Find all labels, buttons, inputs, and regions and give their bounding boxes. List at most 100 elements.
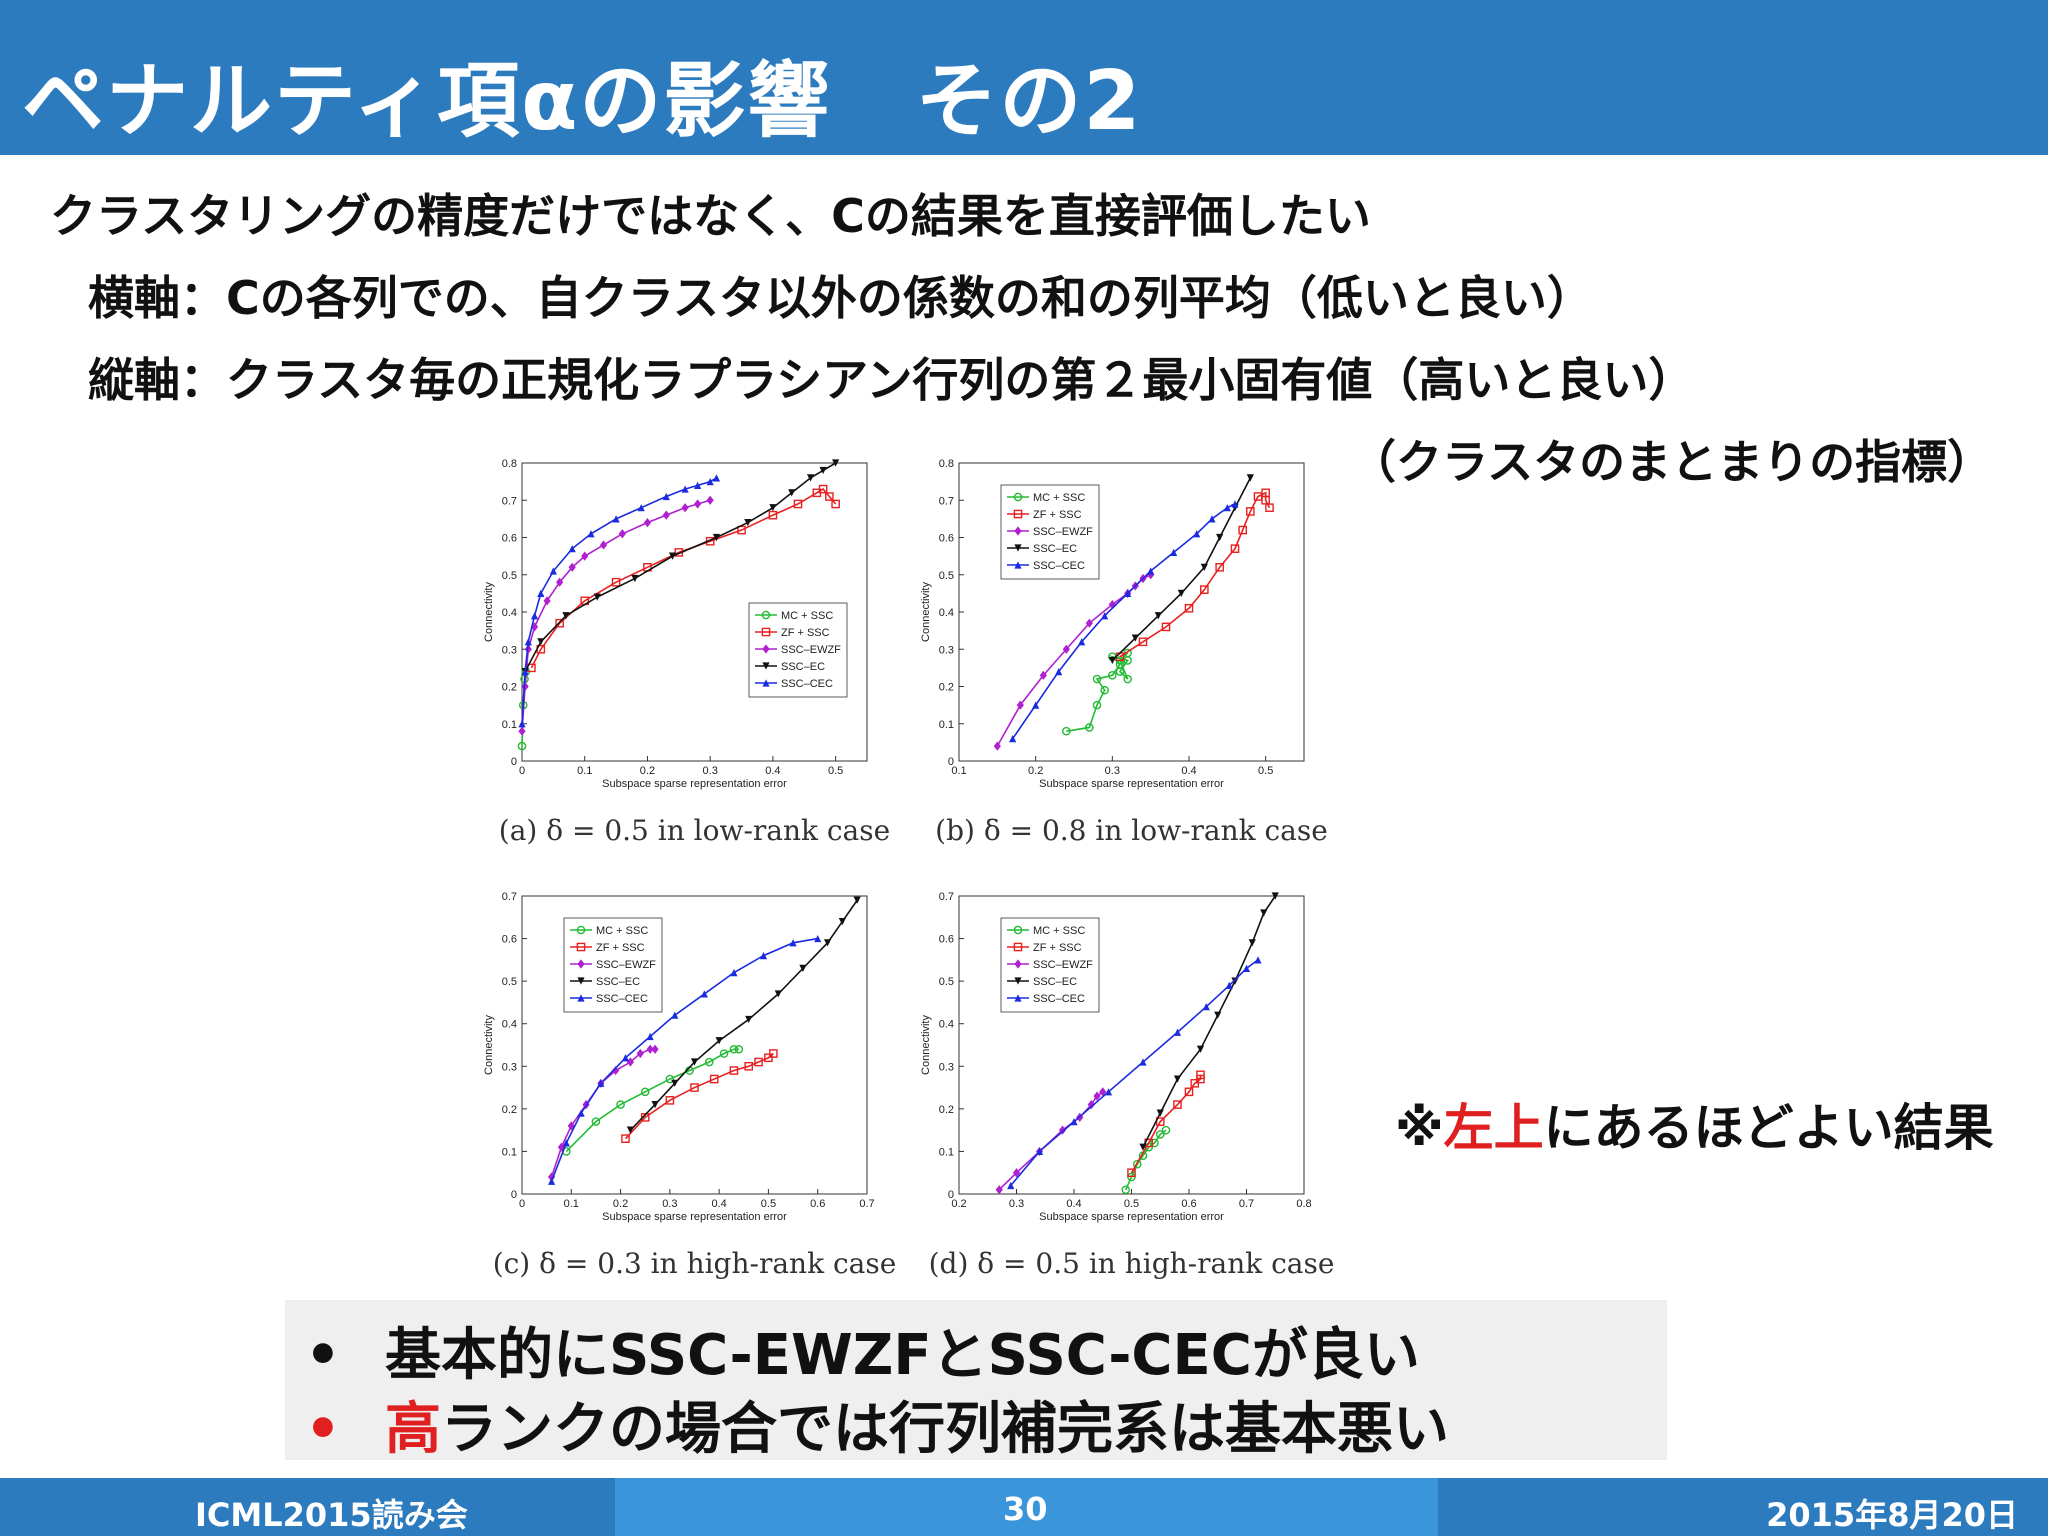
x-axis-label: Subspace sparse representation error — [1039, 778, 1224, 790]
data-point — [1156, 1109, 1164, 1117]
data-point — [651, 1044, 659, 1054]
data-point — [744, 1061, 754, 1071]
data-point — [1214, 1011, 1222, 1019]
x-tick-label: 0 — [519, 1198, 525, 1210]
y-tick-label: 0.1 — [939, 1146, 954, 1158]
series-line — [1111, 477, 1252, 661]
series-line — [1012, 503, 1236, 740]
data-point — [1108, 656, 1116, 665]
y-tick-label: 0.6 — [939, 533, 954, 545]
y-tick-label: 0 — [948, 756, 954, 768]
data-point — [1121, 1185, 1131, 1195]
x-axis-label: Subspace sparse representation error — [602, 1211, 787, 1223]
data-point — [524, 638, 532, 646]
data-point — [1196, 1045, 1205, 1053]
series-line — [624, 1052, 774, 1140]
data-point — [1184, 1087, 1194, 1097]
series-mc-ssc — [562, 1044, 744, 1156]
data-point — [1193, 530, 1201, 538]
y-tick-label: 0.2 — [939, 1104, 954, 1116]
y-tick-label: 0.6 — [939, 934, 954, 946]
data-point — [744, 519, 752, 527]
footer-left: ICML2015読み会 — [0, 1478, 615, 1536]
body-line-indicator: （クラスタのまとまりの指標） — [1350, 435, 1994, 489]
data-point — [761, 627, 771, 637]
x-tick-label: 0.2 — [1028, 765, 1043, 777]
data-point — [1092, 674, 1102, 684]
data-point — [646, 1032, 654, 1041]
x-tick-label: 0.5 — [761, 1198, 776, 1210]
series-zf-ssc — [1115, 488, 1274, 662]
legend-label: MC + SSC — [596, 925, 648, 937]
y-tick-label: 0.8 — [502, 458, 517, 470]
data-point — [671, 1079, 679, 1087]
series-line — [550, 937, 818, 1182]
data-point — [819, 466, 827, 475]
data-point — [1013, 509, 1023, 519]
data-point — [1014, 959, 1022, 969]
legend-label: SSC–CEC — [596, 993, 648, 1005]
body-line-vertical-axis: 縦軸：クラスタ毎の正規化ラプラシアン行列の第２最小固有値（高いと良い） — [88, 353, 1695, 407]
data-point — [769, 504, 777, 512]
data-point — [557, 1142, 566, 1152]
y-tick-label: 0.5 — [939, 976, 954, 988]
x-tick-label: 0.6 — [1181, 1198, 1196, 1210]
note-prefix: ※ — [1395, 1099, 1444, 1157]
data-point — [1246, 507, 1255, 516]
y-tick-label: 0.3 — [502, 644, 517, 656]
data-point — [1132, 1159, 1142, 1169]
data-point — [576, 925, 586, 935]
data-point — [612, 515, 620, 523]
page-number: 30 — [1003, 1490, 1048, 1528]
data-point — [799, 964, 807, 972]
series-ssc-ec — [1139, 892, 1279, 1151]
legend-label: SSC–EC — [781, 661, 825, 673]
data-point — [1013, 942, 1023, 952]
data-point — [754, 1057, 763, 1067]
y-tick-label: 0.7 — [502, 891, 517, 903]
data-point — [704, 1057, 714, 1067]
chart-caption: (c) δ = 0.3 in high-rank case — [493, 1247, 897, 1280]
y-axis-label: Connectivity — [483, 1015, 495, 1075]
note-suffix: にあるほどよい結果 — [1543, 1099, 1994, 1157]
legend-label: SSC–EC — [1033, 976, 1077, 988]
data-point — [1260, 909, 1268, 917]
data-point — [690, 1058, 699, 1066]
data-point — [530, 612, 539, 620]
data-point — [1124, 589, 1132, 597]
data-point — [591, 1117, 601, 1126]
x-tick-label: 0.4 — [711, 1198, 726, 1210]
data-point — [806, 474, 815, 482]
figure-panel: 0 0.1 0.2 0.3 0.4 0.5 0 0.1 0.2 0.3 0.4 0.5 0.6 0.7 0.… — [470, 445, 1340, 1290]
data-point — [1123, 674, 1132, 684]
data-point — [1254, 956, 1262, 964]
y-tick-label: 0.4 — [939, 1019, 954, 1031]
data-point — [547, 1177, 556, 1185]
data-point — [1150, 1138, 1159, 1148]
data-point — [1173, 1028, 1182, 1036]
data-point — [1216, 533, 1224, 542]
data-point — [665, 1096, 675, 1105]
y-axis-label: Connectivity — [483, 582, 495, 642]
data-point — [651, 1101, 659, 1109]
data-point — [1177, 589, 1185, 597]
data-point — [631, 574, 639, 583]
body-line-1: クラスタリングの精度だけではなく、Cの結果を直接評価したい — [50, 189, 1371, 243]
footer-center: 30 — [615, 1478, 1438, 1536]
data-point — [646, 1044, 654, 1054]
data-point — [1014, 977, 1022, 985]
data-point — [537, 589, 545, 597]
y-tick-label: 0.3 — [502, 1061, 517, 1073]
x-tick-label: 0.5 — [828, 765, 843, 777]
data-point — [576, 942, 586, 952]
data-point — [521, 668, 529, 676]
data-point — [745, 1015, 753, 1024]
data-point — [1154, 612, 1162, 620]
x-tick-label: 0.5 — [1124, 1198, 1139, 1210]
data-point — [1155, 1130, 1165, 1139]
data-point — [768, 510, 778, 520]
legend-label: SSC–EWZF — [1033, 959, 1093, 971]
data-point — [626, 1126, 635, 1134]
chart-caption: (b) δ = 0.8 in low-rank case — [935, 814, 1328, 847]
data-point — [814, 934, 822, 943]
